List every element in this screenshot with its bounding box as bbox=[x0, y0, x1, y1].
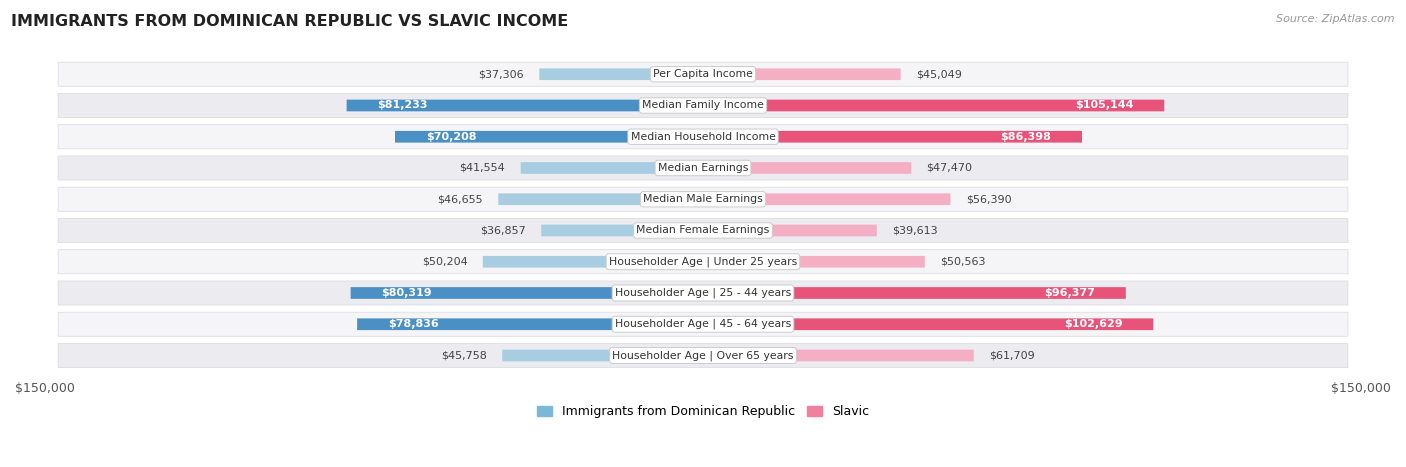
Text: Householder Age | Under 25 years: Householder Age | Under 25 years bbox=[609, 256, 797, 267]
FancyBboxPatch shape bbox=[58, 93, 1348, 118]
FancyBboxPatch shape bbox=[58, 219, 1348, 242]
FancyBboxPatch shape bbox=[350, 287, 703, 299]
FancyBboxPatch shape bbox=[58, 62, 1348, 86]
Text: Per Capita Income: Per Capita Income bbox=[652, 69, 754, 79]
FancyBboxPatch shape bbox=[703, 318, 1153, 330]
Text: $37,306: $37,306 bbox=[478, 69, 524, 79]
Text: $80,319: $80,319 bbox=[381, 288, 432, 298]
Text: Median Male Earnings: Median Male Earnings bbox=[643, 194, 763, 204]
Text: Source: ZipAtlas.com: Source: ZipAtlas.com bbox=[1277, 14, 1395, 24]
Text: $45,758: $45,758 bbox=[441, 351, 486, 361]
Text: Householder Age | 25 - 44 years: Householder Age | 25 - 44 years bbox=[614, 288, 792, 298]
FancyBboxPatch shape bbox=[58, 281, 1348, 305]
Text: $86,398: $86,398 bbox=[1001, 132, 1052, 142]
FancyBboxPatch shape bbox=[58, 343, 1348, 368]
Text: $61,709: $61,709 bbox=[988, 351, 1035, 361]
FancyBboxPatch shape bbox=[395, 131, 703, 142]
Text: $70,208: $70,208 bbox=[426, 132, 477, 142]
FancyBboxPatch shape bbox=[58, 156, 1348, 180]
FancyBboxPatch shape bbox=[540, 68, 703, 80]
Text: Median Family Income: Median Family Income bbox=[643, 100, 763, 111]
Text: Householder Age | Over 65 years: Householder Age | Over 65 years bbox=[612, 350, 794, 361]
FancyBboxPatch shape bbox=[703, 99, 1164, 111]
Text: Median Household Income: Median Household Income bbox=[630, 132, 776, 142]
FancyBboxPatch shape bbox=[541, 225, 703, 236]
Text: $47,470: $47,470 bbox=[927, 163, 973, 173]
FancyBboxPatch shape bbox=[58, 312, 1348, 336]
Text: $102,629: $102,629 bbox=[1064, 319, 1122, 329]
FancyBboxPatch shape bbox=[703, 225, 877, 236]
Text: Median Earnings: Median Earnings bbox=[658, 163, 748, 173]
FancyBboxPatch shape bbox=[703, 193, 950, 205]
Text: $105,144: $105,144 bbox=[1076, 100, 1133, 111]
Text: $46,655: $46,655 bbox=[437, 194, 484, 204]
FancyBboxPatch shape bbox=[502, 350, 703, 361]
FancyBboxPatch shape bbox=[498, 193, 703, 205]
Text: $50,204: $50,204 bbox=[422, 257, 467, 267]
FancyBboxPatch shape bbox=[703, 131, 1083, 142]
FancyBboxPatch shape bbox=[357, 318, 703, 330]
FancyBboxPatch shape bbox=[58, 125, 1348, 149]
Text: Householder Age | 45 - 64 years: Householder Age | 45 - 64 years bbox=[614, 319, 792, 330]
FancyBboxPatch shape bbox=[520, 162, 703, 174]
FancyBboxPatch shape bbox=[703, 256, 925, 268]
Legend: Immigrants from Dominican Republic, Slavic: Immigrants from Dominican Republic, Slav… bbox=[531, 400, 875, 423]
FancyBboxPatch shape bbox=[703, 162, 911, 174]
Text: $39,613: $39,613 bbox=[893, 226, 938, 235]
FancyBboxPatch shape bbox=[703, 350, 974, 361]
Text: $36,857: $36,857 bbox=[481, 226, 526, 235]
FancyBboxPatch shape bbox=[58, 187, 1348, 211]
Text: $96,377: $96,377 bbox=[1045, 288, 1095, 298]
Text: $56,390: $56,390 bbox=[966, 194, 1011, 204]
FancyBboxPatch shape bbox=[58, 250, 1348, 274]
FancyBboxPatch shape bbox=[482, 256, 703, 268]
Text: $41,554: $41,554 bbox=[460, 163, 505, 173]
Text: Median Female Earnings: Median Female Earnings bbox=[637, 226, 769, 235]
Text: $50,563: $50,563 bbox=[941, 257, 986, 267]
Text: IMMIGRANTS FROM DOMINICAN REPUBLIC VS SLAVIC INCOME: IMMIGRANTS FROM DOMINICAN REPUBLIC VS SL… bbox=[11, 14, 568, 29]
Text: $78,836: $78,836 bbox=[388, 319, 439, 329]
FancyBboxPatch shape bbox=[703, 68, 901, 80]
Text: $45,049: $45,049 bbox=[915, 69, 962, 79]
FancyBboxPatch shape bbox=[347, 99, 703, 111]
FancyBboxPatch shape bbox=[703, 287, 1126, 299]
Text: $81,233: $81,233 bbox=[377, 100, 427, 111]
